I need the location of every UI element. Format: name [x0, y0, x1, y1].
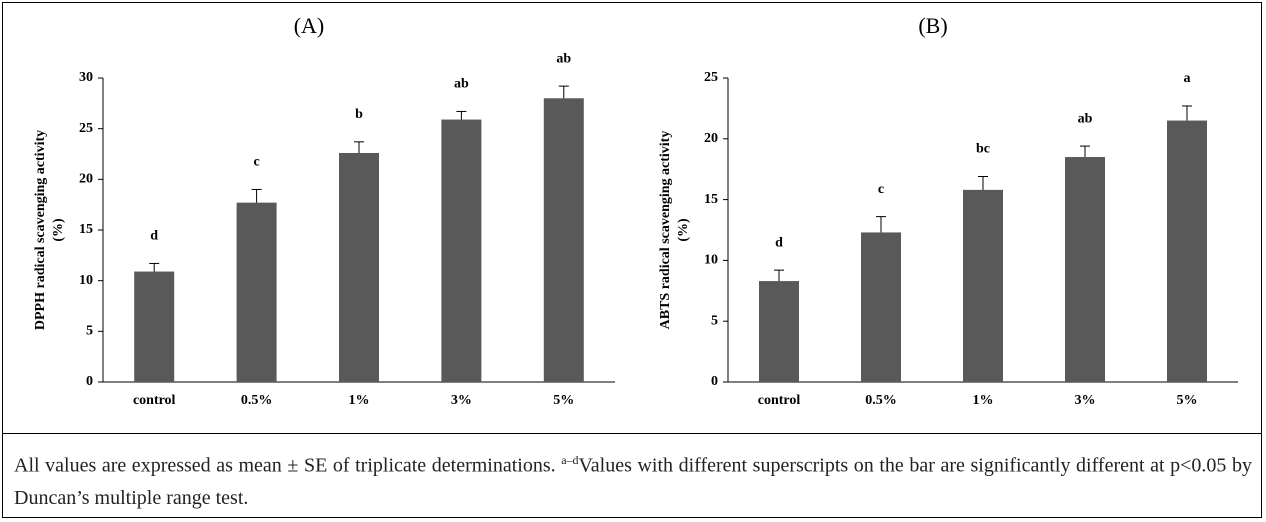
- significance-letter: a: [1184, 71, 1191, 86]
- caption: All values are expressed as mean ± SE of…: [14, 444, 1252, 514]
- y-tick-label: 10: [79, 273, 93, 288]
- bar: [134, 271, 175, 382]
- y-tick-label: 0: [86, 374, 93, 389]
- caption-superscript: a–d: [561, 453, 579, 467]
- x-tick-label: 5%: [553, 393, 574, 408]
- x-tick-label: control: [133, 393, 176, 408]
- chart-title: (A): [294, 13, 325, 38]
- bar: [1167, 120, 1207, 382]
- significance-letter: c: [253, 155, 259, 170]
- caption-text: All values are expressed as mean ± SE of…: [14, 454, 562, 477]
- x-tick-label: 5%: [1177, 393, 1198, 408]
- charts: (A)DPPH radical scavenging activity (%)05…: [33, 13, 1238, 408]
- y-tick-label: 5: [711, 313, 718, 328]
- significance-letter: b: [355, 107, 363, 122]
- bar: [963, 189, 1003, 382]
- y-tick-label: 25: [704, 70, 718, 85]
- y-axis-label: DPPH radical scavenging activity: [33, 130, 48, 330]
- caption-text: Values with different superscripts on th…: [14, 454, 1252, 509]
- significance-letter: c: [878, 182, 884, 197]
- x-tick-label: control: [758, 393, 801, 408]
- bar: [441, 119, 482, 383]
- chart-title: (B): [918, 13, 947, 38]
- significance-letter: ab: [556, 51, 571, 66]
- y-tick-label: 15: [704, 192, 718, 207]
- significance-letter: ab: [454, 77, 469, 92]
- y-axis-label: (%): [676, 218, 691, 242]
- y-tick-label: 20: [79, 172, 93, 187]
- bar: [759, 281, 799, 382]
- bar: [236, 202, 277, 382]
- y-axis-label: (%): [51, 218, 66, 242]
- bar: [339, 152, 379, 382]
- bar: [543, 98, 584, 383]
- y-tick-label: 15: [79, 222, 93, 237]
- x-tick-label: 0.5%: [865, 393, 897, 408]
- separator: [2, 433, 1262, 434]
- y-tick-label: 30: [79, 70, 93, 85]
- significance-letter: d: [150, 229, 158, 244]
- significance-letter: bc: [976, 142, 990, 157]
- y-tick-label: 5: [86, 324, 93, 339]
- y-axis-label: ABTS radical scavenging activity: [658, 131, 673, 330]
- x-tick-label: 1%: [973, 393, 994, 408]
- y-tick-label: 20: [704, 131, 718, 146]
- x-tick-label: 3%: [1075, 393, 1096, 408]
- x-tick-label: 0.5%: [241, 393, 273, 408]
- significance-letter: d: [775, 235, 783, 250]
- bar: [861, 232, 901, 382]
- bar: [1065, 157, 1105, 382]
- x-tick-label: 3%: [451, 393, 472, 408]
- y-tick-label: 10: [704, 253, 718, 268]
- y-tick-label: 25: [79, 121, 93, 136]
- x-tick-label: 1%: [349, 393, 370, 408]
- y-tick-label: 0: [711, 374, 718, 389]
- significance-letter: ab: [1078, 111, 1093, 126]
